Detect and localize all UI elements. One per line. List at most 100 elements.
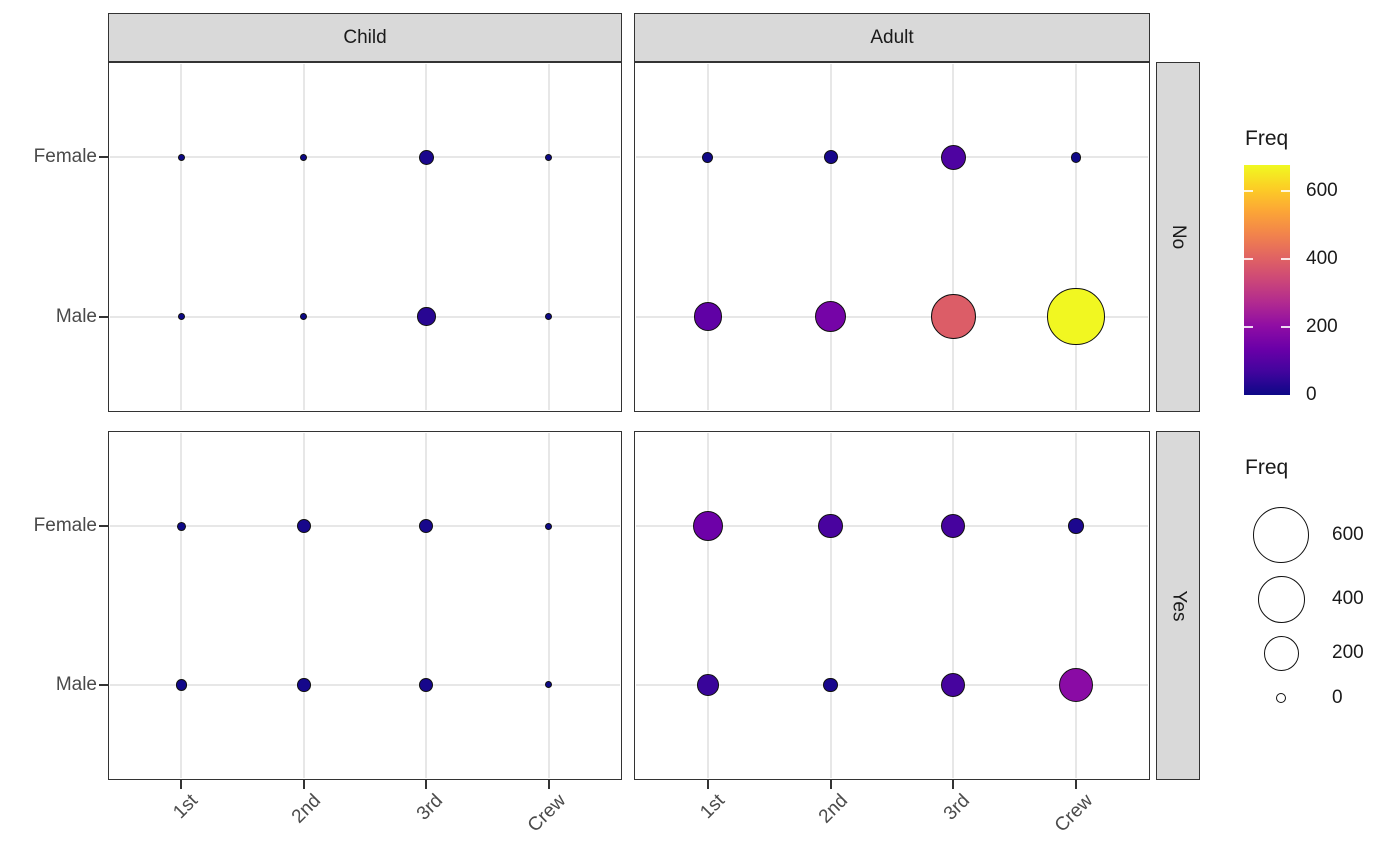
gridline-horizontal [110,683,620,686]
bubble-child-no-female-2nd [300,153,308,161]
gridline-vertical [952,433,955,778]
y-tick [99,683,108,686]
y-axis-label-female: Female [33,146,97,168]
size-legend-label: 200 [1332,642,1364,663]
x-axis-label-adult-crew: Crew [1051,790,1098,837]
strip-top-adult: Adult [634,13,1150,62]
bubble-child-yes-male-crew [545,681,553,689]
bubble-child-yes-female-crew [545,522,553,530]
gridline-vertical [1075,64,1078,410]
gridline-horizontal [636,156,1148,159]
colorbar-tick [1281,189,1290,192]
bubble-adult-no-female-1st [702,151,714,163]
bubble-adult-yes-male-2nd [823,677,838,692]
gridline-vertical [302,64,305,410]
bubble-child-yes-female-3rd [419,519,434,534]
gridline-vertical [706,433,709,778]
size-legend-label: 0 [1332,687,1343,708]
y-axis-label-male: Male [55,673,97,695]
gridline-horizontal [110,525,620,528]
x-axis-label-child-1st: 1st [169,790,203,824]
colorbar-tick-label: 400 [1306,247,1338,269]
x-tick [547,780,550,789]
colorbar-tick [1281,325,1290,328]
x-tick [829,780,832,789]
panel-adult-yes [634,431,1150,780]
gridline-horizontal [110,315,620,318]
x-tick [302,780,305,789]
bubble-adult-no-female-crew [1071,152,1082,163]
bubble-adult-yes-male-3rd [941,672,966,697]
size-legend-circle [1263,635,1299,671]
bubble-child-yes-female-1st [176,521,186,531]
strip-right-label: No [1167,224,1189,250]
colorbar-tick-label: 200 [1306,315,1338,337]
gridline-vertical [547,433,550,778]
colorbar-tick-label: 0 [1306,384,1317,405]
gridline-vertical [425,433,428,778]
bubble-adult-yes-male-crew [1059,667,1094,702]
x-axis-label-adult-1st: 1st [695,790,729,824]
bubble-adult-yes-male-1st [696,673,719,696]
color-legend-title: Freq [1245,127,1289,150]
strip-right-label: Yes [1168,590,1189,621]
bubble-child-no-female-3rd [418,149,434,165]
panel-child-yes [108,431,622,780]
gridline-horizontal [636,315,1148,318]
bubble-child-yes-male-3rd [419,677,434,692]
bubble-adult-yes-female-1st [692,511,723,542]
strip-right-yes: Yes [1156,431,1200,780]
x-axis-label-adult-2nd: 2nd [814,790,852,828]
y-tick [99,156,108,159]
colorbar-tick [1244,189,1253,192]
gridline-horizontal [636,525,1148,528]
gridline-horizontal [636,683,1148,686]
gridline-vertical [706,64,709,410]
bubble-adult-no-female-2nd [823,150,838,165]
bubble-adult-no-male-2nd [814,300,847,333]
strip-right-no: No [1156,62,1200,412]
x-axis-label-adult-3rd: 3rd [940,790,975,825]
size-legend-label: 400 [1332,588,1364,609]
colorbar-tick [1244,257,1253,260]
bubble-child-no-male-1st [177,313,185,321]
gridline-vertical [302,433,305,778]
gridline-vertical [547,64,550,410]
bubble-child-no-female-1st [177,153,185,161]
bubble-adult-yes-female-3rd [941,514,966,539]
strip-top-child: Child [108,13,622,62]
size-legend-circle [1276,693,1286,703]
bubble-child-no-female-crew [545,153,553,161]
bubble-adult-no-male-1st [693,302,722,331]
bubble-adult-no-male-3rd [930,293,977,340]
panel-child-no [108,62,622,412]
x-tick [425,780,428,789]
colorbar-tick [1281,257,1290,260]
x-tick [706,780,709,789]
gridline-horizontal [110,156,620,159]
panel-adult-no [634,62,1150,412]
size-legend-label: 600 [1332,524,1364,545]
gridline-vertical [952,64,955,410]
y-tick [99,525,108,528]
bubble-child-no-male-3rd [416,307,436,326]
y-tick [99,315,108,318]
gridline-vertical [1075,433,1078,778]
bubble-adult-no-male-crew [1047,287,1106,346]
size-legend-circle [1253,507,1309,563]
bubble-adult-yes-female-crew [1068,518,1085,535]
bubble-child-yes-male-2nd [297,678,311,692]
bubble-adult-yes-female-2nd [818,513,843,539]
colorbar-tick-label: 600 [1306,179,1338,201]
x-axis-label-child-2nd: 2nd [287,790,325,828]
x-axis-label-child-3rd: 3rd [412,790,448,825]
x-tick [1075,780,1078,789]
x-axis-label-child-crew: Crew [523,790,570,837]
y-axis-label-male: Male [55,305,97,327]
x-tick [180,780,183,789]
gridline-vertical [829,64,832,410]
gridline-vertical [180,64,183,410]
gridline-vertical [829,433,832,778]
gridline-vertical [425,64,428,410]
